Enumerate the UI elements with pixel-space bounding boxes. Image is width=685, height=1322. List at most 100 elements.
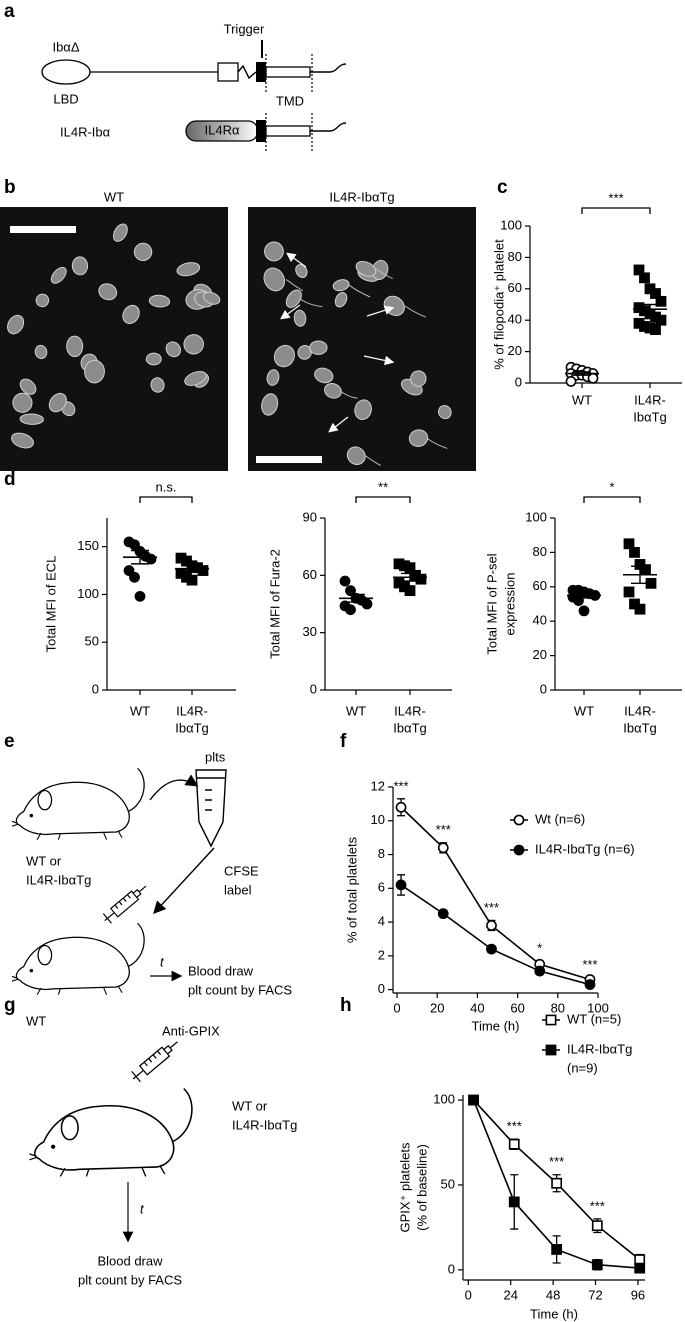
error-bar [641, 303, 659, 315]
marker [129, 571, 140, 583]
x-axis-label: Time (h) [530, 1306, 578, 1321]
legend-label: IL4R-IbαTg (n=6) [535, 841, 635, 856]
x-tick-label: IL4R- [634, 392, 666, 407]
marker [345, 585, 356, 597]
significance-label: *** [582, 957, 597, 972]
y-tick-label: 50 [441, 1176, 455, 1191]
error-bar [131, 549, 149, 565]
significance-label: *** [484, 900, 499, 915]
significance-label: *** [549, 1154, 564, 1169]
cell [184, 370, 207, 386]
domain-label: IL4Rα [205, 122, 240, 137]
significance-label: *** [436, 822, 451, 837]
marker [437, 842, 449, 854]
cell [438, 405, 452, 420]
construct-label: IL4R-Ibα [60, 124, 111, 139]
marker [623, 586, 635, 598]
cell [165, 341, 181, 358]
y-tick-label: 60 [303, 567, 317, 582]
panel-label: g [4, 995, 16, 1016]
marker [123, 565, 135, 576]
legend-label: WT (n=5) [567, 1011, 621, 1026]
x-axis-label: Time (h) [472, 1018, 520, 1033]
marker [395, 801, 407, 813]
marker [415, 573, 427, 585]
diagram-label: Blood draw [97, 1253, 163, 1268]
panel-label: e [4, 731, 15, 752]
transfusion-diagram [12, 767, 227, 996]
x-tick-label: WT [130, 703, 150, 718]
significance-label: n.s. [156, 479, 177, 494]
cell [297, 345, 312, 360]
marker [634, 1262, 646, 1274]
marker [650, 324, 661, 336]
scale-bar [10, 226, 76, 233]
y-tick-label: 0 [540, 681, 547, 696]
x-tick-label: WT [346, 703, 366, 718]
image-title: WT [104, 189, 124, 204]
error-bar [401, 572, 419, 582]
marker [551, 1177, 563, 1189]
y-axis-label: Total MFI of ECL [43, 556, 58, 653]
cell [7, 314, 25, 335]
cell [145, 352, 162, 366]
x-tick-label: IbαTg [175, 720, 209, 735]
panel-label: a [4, 1, 15, 22]
cells [7, 223, 452, 466]
panel-label: b [4, 177, 16, 198]
cell [148, 294, 171, 308]
marker [591, 1259, 603, 1271]
y-tick-label: 30 [303, 624, 317, 639]
y-tick-label: 0 [310, 681, 317, 696]
cell [273, 344, 295, 368]
cell [354, 399, 372, 420]
x-tick-label: IL4R- [624, 703, 656, 718]
marker [639, 272, 650, 284]
marker [534, 965, 546, 977]
error-bar [631, 565, 649, 585]
marker [551, 1244, 563, 1255]
cell [314, 367, 334, 384]
cell [183, 334, 204, 355]
marker [634, 603, 646, 615]
cell [66, 335, 84, 358]
cell [84, 359, 105, 384]
domain-label: Trigger [224, 21, 265, 36]
y-tick-label: 10 [371, 812, 385, 827]
diagram-label: WT [26, 1013, 46, 1028]
marker [404, 562, 416, 574]
y-tick-label: 90 [303, 509, 317, 524]
diagram-label: plts [205, 749, 226, 764]
cell [309, 340, 328, 355]
x-tick-label: 60 [510, 1000, 524, 1015]
marker [508, 1138, 520, 1150]
panel-label: f [340, 731, 347, 752]
y-tick-label: 0 [448, 1261, 455, 1276]
marker [578, 605, 590, 617]
domain-label: LBD [53, 91, 78, 106]
error-bar [575, 592, 593, 599]
cell [293, 309, 307, 327]
x-tick-label: 20 [430, 1000, 444, 1015]
y-axis-label: % of total platelets [344, 836, 359, 943]
marker [655, 314, 667, 326]
cell [334, 292, 348, 308]
marker [655, 295, 667, 307]
y-axis-label: % of filopodia⁺ platelet [491, 239, 506, 370]
filopodium [285, 279, 304, 292]
cell [355, 260, 377, 277]
marker [129, 539, 140, 551]
cell [264, 241, 284, 262]
diagram-label: WT or [232, 1098, 268, 1113]
y-tick-label: 60 [533, 578, 547, 593]
cell [12, 392, 33, 413]
significance-label: * [537, 940, 542, 955]
error-bar [347, 593, 365, 603]
marker [404, 585, 416, 597]
legend-marker [545, 1044, 557, 1056]
diagram-label: plt count by FACS [78, 1272, 182, 1287]
x-tick-label: 0 [465, 1287, 472, 1302]
significance-label: *** [393, 778, 408, 793]
significance-bracket [581, 207, 651, 214]
